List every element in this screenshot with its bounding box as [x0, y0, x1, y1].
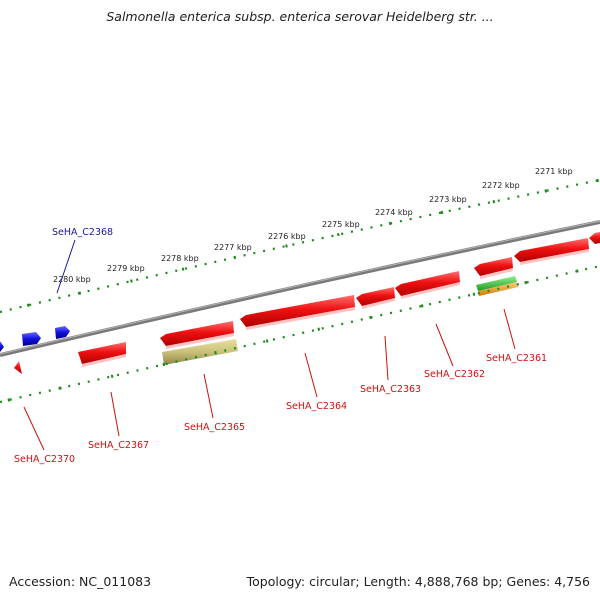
- leader-lines: [23, 239, 516, 451]
- leader-line-2362: [435, 323, 454, 367]
- leader-line-2367: [110, 391, 120, 437]
- leader-line-2370: [23, 406, 45, 451]
- scale-ring-outer: [0, 178, 600, 314]
- kbp-label: 2278 kbp: [161, 254, 199, 263]
- leader-line-2365: [203, 373, 214, 419]
- gene-reverse-arrow[interactable]: [160, 321, 234, 346]
- gene-label-2361[interactable]: SeHA_C2361: [486, 353, 547, 364]
- gene-reverse-arrow[interactable]: [395, 271, 460, 296]
- gene-label-2363[interactable]: SeHA_C2363: [360, 384, 421, 395]
- gene-labels: SeHA_C2368 SeHA_C2361 SeHA_C2362 SeHA_C2…: [14, 227, 547, 465]
- kbp-label: 2277 kbp: [214, 243, 252, 252]
- kbp-label: 2274 kbp: [375, 208, 413, 217]
- kbp-label: 2275 kbp: [322, 220, 360, 229]
- gene-reverse-arrow[interactable]: [78, 342, 126, 364]
- gene-reverse-arrow[interactable]: [474, 257, 513, 276]
- gene-reverse-arrow[interactable]: [589, 232, 600, 244]
- gene-reverse-arrow[interactable]: [514, 238, 589, 262]
- map-title: Salmonella enterica subsp. enterica sero…: [106, 9, 494, 24]
- genome-backbone: [0, 220, 600, 357]
- accession-text: Accession: NC_011083: [9, 574, 152, 589]
- reverse-genes: [14, 232, 600, 374]
- gene-label-2370[interactable]: SeHA_C2370: [14, 454, 75, 465]
- gene-label-2365[interactable]: SeHA_C2365: [184, 422, 245, 433]
- gene-label-2364[interactable]: SeHA_C2364: [286, 401, 347, 412]
- green-feature[interactable]: [476, 276, 517, 291]
- outer-tick-ring: [0, 178, 600, 314]
- kbp-label: 2276 kbp: [268, 232, 306, 241]
- khaki-feature[interactable]: [162, 339, 238, 365]
- leader-line-2364: [304, 352, 318, 398]
- outer-major-ticks: [0, 178, 600, 314]
- gene-reverse-arrow[interactable]: [356, 287, 395, 306]
- gene-reverse-arrow[interactable]: [14, 361, 22, 374]
- gene-reverse-arrow[interactable]: [240, 295, 355, 327]
- gene-forward-arrow[interactable]: [0, 341, 4, 352]
- gene-label-2362[interactable]: SeHA_C2362: [424, 369, 485, 380]
- genome-backbone-highlight: [0, 220, 600, 355]
- forward-genes: [0, 326, 70, 352]
- kbp-label: 2273 kbp: [429, 195, 467, 204]
- leader-line-2361: [503, 308, 516, 350]
- scale-labels: 2271 kbp 2272 kbp 2273 kbp 2274 kbp 2275…: [53, 167, 573, 284]
- leader-line-2368: [56, 239, 76, 294]
- kbp-label: 2271 kbp: [535, 167, 573, 176]
- kbp-label: 2279 kbp: [107, 264, 145, 273]
- leader-line-2363: [384, 335, 389, 381]
- gene-forward-arrow[interactable]: [22, 332, 41, 346]
- gene-forward-arrow[interactable]: [55, 326, 70, 339]
- topology-text: Topology: circular; Length: 4,888,768 bp…: [246, 574, 590, 589]
- kbp-label: 2272 kbp: [482, 181, 520, 190]
- gene-label-2368[interactable]: SeHA_C2368: [52, 227, 113, 238]
- kbp-label: 2280 kbp: [53, 275, 91, 284]
- gene-label-2367[interactable]: SeHA_C2367: [88, 440, 149, 451]
